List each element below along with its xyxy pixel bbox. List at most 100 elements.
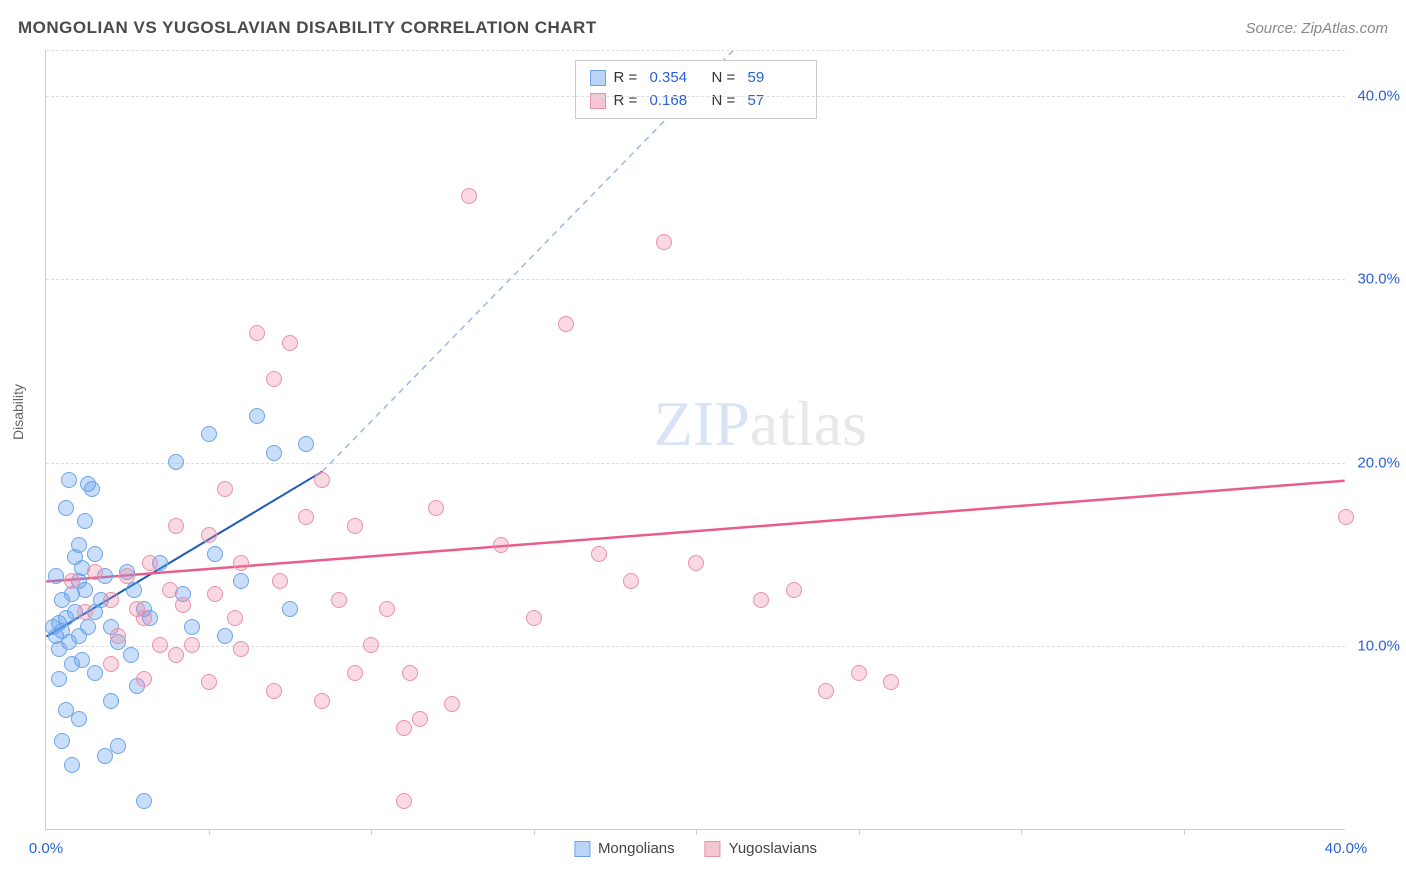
stat-row: R =0.168N =57 (590, 90, 802, 113)
scatter-point (623, 573, 639, 589)
scatter-point (110, 738, 126, 754)
scatter-point (753, 592, 769, 608)
scatter-point (119, 568, 135, 584)
scatter-point (162, 582, 178, 598)
r-value: 0.354 (650, 67, 704, 90)
scatter-point (87, 564, 103, 580)
legend-label: Yugoslavians (729, 840, 817, 857)
scatter-point (412, 711, 428, 727)
legend-item: Mongolians (574, 840, 675, 857)
scatter-point (77, 513, 93, 529)
scatter-point (851, 665, 867, 681)
x-tick (209, 829, 210, 835)
scatter-point (126, 582, 142, 598)
scatter-point (233, 641, 249, 657)
source-label: Source: ZipAtlas.com (1245, 20, 1388, 37)
scatter-point (54, 733, 70, 749)
scatter-point (207, 546, 223, 562)
scatter-point (142, 555, 158, 571)
scatter-point (184, 619, 200, 635)
r-value: 0.168 (650, 90, 704, 113)
n-value: 59 (748, 67, 802, 90)
scatter-point (136, 671, 152, 687)
scatter-point (282, 601, 298, 617)
r-label: R = (614, 90, 642, 113)
y-tick-label: 40.0% (1357, 87, 1400, 104)
r-label: R = (614, 67, 642, 90)
gridline-h (46, 279, 1345, 280)
scatter-point (818, 683, 834, 699)
scatter-point (233, 573, 249, 589)
y-tick-label: 30.0% (1357, 271, 1400, 288)
scatter-point (71, 628, 87, 644)
scatter-point (428, 500, 444, 516)
scatter-point (272, 573, 288, 589)
scatter-point (526, 610, 542, 626)
x-tick (696, 829, 697, 835)
legend-item: Yugoslavians (705, 840, 817, 857)
scatter-point (77, 604, 93, 620)
scatter-point (558, 316, 574, 332)
scatter-point (71, 711, 87, 727)
scatter-point (786, 582, 802, 598)
scatter-point (74, 652, 90, 668)
scatter-point (51, 671, 67, 687)
scatter-point (298, 509, 314, 525)
scatter-point (201, 527, 217, 543)
scatter-point (493, 537, 509, 553)
scatter-point (314, 472, 330, 488)
stat-row: R = 0.354 N = 59 (590, 67, 802, 90)
scatter-point (80, 476, 96, 492)
n-label: N = (712, 90, 740, 113)
scatter-point (168, 454, 184, 470)
scatter-point (347, 665, 363, 681)
scatter-point (331, 592, 347, 608)
legend-swatch (705, 841, 721, 857)
y-tick-label: 10.0% (1357, 638, 1400, 655)
scatter-point (58, 702, 74, 718)
scatter-point (363, 637, 379, 653)
scatter-point (396, 793, 412, 809)
scatter-point (266, 683, 282, 699)
x-tick-label: 0.0% (29, 840, 63, 857)
x-tick (1184, 829, 1185, 835)
scatter-point (396, 720, 412, 736)
scatter-point (67, 549, 83, 565)
scatter-point (123, 647, 139, 663)
trend-lines (46, 50, 1345, 829)
x-tick-label: 40.0% (1325, 840, 1368, 857)
scatter-point (77, 582, 93, 598)
bottom-legend: Mongolians Yugoslavians (574, 840, 817, 857)
n-label: N = (712, 67, 740, 90)
scatter-point (461, 188, 477, 204)
scatter-point (201, 426, 217, 442)
scatter-point (266, 371, 282, 387)
scatter-point (184, 637, 200, 653)
scatter-point (136, 610, 152, 626)
scatter-point (688, 555, 704, 571)
scatter-point (168, 518, 184, 534)
gridline-h (46, 50, 1345, 51)
scatter-point (217, 481, 233, 497)
scatter-point (282, 335, 298, 351)
scatter-point (168, 647, 184, 663)
scatter-point (249, 408, 265, 424)
scatter-point (379, 601, 395, 617)
x-tick (371, 829, 372, 835)
scatter-point (591, 546, 607, 562)
legend-swatch (574, 841, 590, 857)
legend-label: Mongolians (598, 840, 675, 857)
gridline-h (46, 463, 1345, 464)
watermark: ZIPatlas (654, 387, 867, 461)
scatter-point (51, 641, 67, 657)
scatter-point (207, 586, 223, 602)
scatter-point (402, 665, 418, 681)
scatter-point (1338, 509, 1354, 525)
legend-swatch (590, 70, 606, 86)
scatter-point (152, 637, 168, 653)
scatter-point (103, 656, 119, 672)
scatter-point (136, 793, 152, 809)
stats-box: R =0.354N =59R =0.168N =57 (575, 60, 817, 119)
scatter-point (883, 674, 899, 690)
scatter-point (266, 445, 282, 461)
